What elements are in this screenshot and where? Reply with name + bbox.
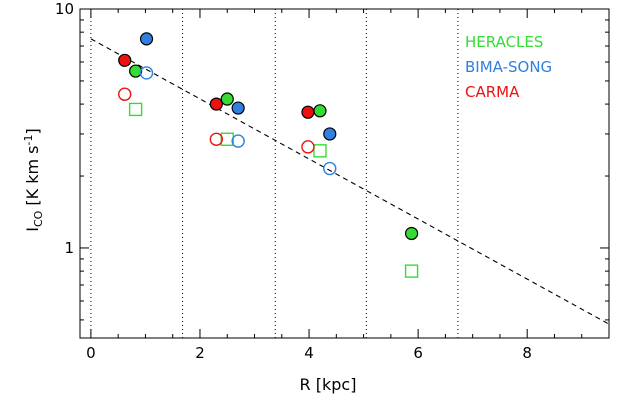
- legend-entry: CARMA: [465, 83, 520, 101]
- heracles-filled-circle-point: [129, 64, 143, 78]
- heracles-filled-circle-point: [404, 226, 419, 241]
- svg-text:R [kpc]: R [kpc]: [300, 375, 357, 394]
- carma-filled-circle-point: [118, 53, 132, 67]
- y-tick-label: 1: [64, 239, 74, 257]
- grid-layer: [90, 9, 459, 338]
- bima-song-open-circle-point: [323, 161, 337, 176]
- bima-song-filled-circle-point: [139, 32, 154, 46]
- carma-open-circle-point: [118, 87, 132, 101]
- heracles-filled-circle-point: [220, 92, 234, 106]
- bima-song-open-circle-point: [231, 134, 245, 148]
- carma-filled-circle-point: [301, 105, 315, 119]
- x-tick-label: 0: [86, 344, 96, 362]
- heracles-open-square-point: [128, 102, 143, 117]
- legend-entry: HERACLES: [465, 33, 543, 51]
- carma-open-circle-point: [209, 132, 224, 146]
- x-axis-title: R [kpc]: [300, 375, 357, 394]
- points-layer: [118, 32, 419, 278]
- legend-entry: BIMA-SONG: [465, 58, 552, 76]
- legend: HERACLES BIMA-SONG CARMA: [465, 33, 552, 101]
- fit-line-layer: [90, 38, 610, 325]
- plot-frame: [79, 8, 610, 339]
- fit-line: [90, 38, 610, 325]
- heracles-open-square-point: [220, 132, 234, 146]
- carma-filled-circle-point: [209, 97, 223, 111]
- heracles-filled-circle-point: [313, 104, 327, 118]
- svg-text:ICO [K km s-1]: ICO [K km s-1]: [22, 128, 45, 231]
- x-tick-label: 2: [195, 344, 205, 362]
- x-tick-label: 4: [304, 344, 314, 362]
- heracles-open-square-point: [404, 264, 419, 278]
- bima-song-open-circle-point: [139, 66, 154, 80]
- carma-open-circle-point: [301, 140, 315, 154]
- y-axis-title: ICO [K km s-1]: [22, 128, 45, 231]
- x-tick-label: 6: [413, 344, 423, 362]
- heracles-open-square-point: [313, 144, 327, 158]
- bima-song-filled-circle-point: [231, 101, 245, 115]
- ticks-layer: [80, 8, 610, 338]
- x-axis-title-text: R [kpc]: [300, 375, 357, 394]
- tick-labels-layer: 0 2 4 6 8 1 10: [55, 0, 532, 362]
- bima-song-filled-circle-point: [323, 127, 337, 141]
- y-tick-label: 10: [55, 0, 74, 18]
- x-tick-label: 8: [522, 344, 532, 362]
